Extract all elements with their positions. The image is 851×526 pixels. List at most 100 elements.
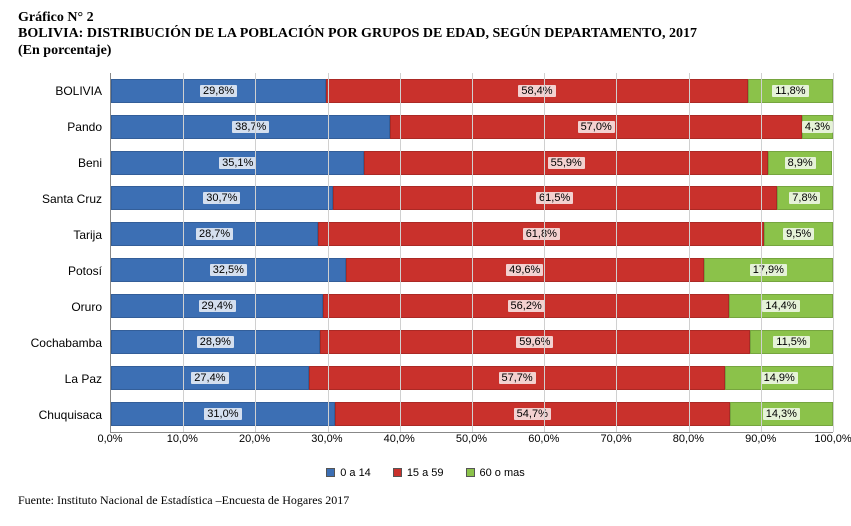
- bar-segment: 31,0%: [111, 402, 335, 426]
- bar-row: 30,7% 61,5% 7,8%: [111, 186, 833, 210]
- bar-value-label: 57,0%: [578, 121, 615, 133]
- y-label: Tarija: [18, 220, 102, 250]
- bar-segment: 49,6%: [346, 258, 704, 282]
- legend-item: 15 a 59: [393, 467, 444, 479]
- bar-segment: 7,8%: [777, 186, 833, 210]
- bar-segment: 57,0%: [390, 115, 802, 139]
- bar-segment: 29,8%: [111, 79, 326, 103]
- bar-segment: 28,7%: [111, 222, 318, 246]
- x-tick-label: 90,0%: [745, 433, 776, 445]
- legend: 0 a 14 15 a 59 60 o mas: [18, 467, 833, 479]
- x-tick-label: 20,0%: [239, 433, 270, 445]
- bar-segment: 35,1%: [111, 151, 364, 175]
- x-tick-label: 100,0%: [814, 433, 851, 445]
- y-axis-labels: BOLIVIAPandoBeniSanta CruzTarijaPotosíOr…: [18, 73, 110, 433]
- bar-segment: 8,9%: [768, 151, 832, 175]
- bar-value-label: 55,9%: [548, 157, 585, 169]
- y-label: Beni: [18, 148, 102, 178]
- title-line-2: BOLIVIA: DISTRIBUCIÓN DE LA POBLACIÓN PO…: [18, 26, 833, 43]
- bar-value-label: 49,6%: [506, 264, 543, 276]
- bar-value-label: 11,8%: [772, 85, 808, 97]
- title-line-3: (En porcentaje): [18, 43, 833, 59]
- title-line-1: Gráfico N° 2: [18, 10, 833, 26]
- bar-value-label: 28,9%: [197, 336, 234, 348]
- legend-label: 0 a 14: [340, 467, 371, 479]
- bar-segment: 57,7%: [309, 366, 726, 390]
- x-tick-label: 70,0%: [600, 433, 631, 445]
- y-label: Pando: [18, 112, 102, 142]
- bar-segment: 56,2%: [323, 294, 729, 318]
- bar-segment: 55,9%: [364, 151, 768, 175]
- bar-row: 35,1% 55,9% 8,9%: [111, 151, 833, 175]
- bar-segment: 4,3%: [802, 115, 833, 139]
- source-text: Fuente: Instituto Nacional de Estadístic…: [18, 493, 833, 508]
- bar-value-label: 14,4%: [762, 300, 799, 312]
- bar-segment: 59,6%: [320, 330, 750, 354]
- bar-segment: 14,9%: [725, 366, 833, 390]
- bar-value-label: 57,7%: [499, 372, 536, 384]
- bar-value-label: 58,4%: [518, 85, 555, 97]
- bar-value-label: 29,4%: [199, 300, 236, 312]
- legend-swatch: [466, 468, 475, 477]
- bar-segment: 14,3%: [730, 402, 833, 426]
- bar-segment: 38,7%: [111, 115, 390, 139]
- chart-area: BOLIVIAPandoBeniSanta CruzTarijaPotosíOr…: [18, 73, 833, 433]
- bar-value-label: 9,5%: [783, 228, 814, 240]
- x-tick-label: 0,0%: [97, 433, 122, 445]
- bar-value-label: 17,9%: [750, 264, 787, 276]
- bar-value-label: 35,1%: [219, 157, 256, 169]
- legend-swatch: [326, 468, 335, 477]
- gridline: [833, 73, 834, 432]
- bar-value-label: 61,5%: [536, 192, 573, 204]
- title-block: Gráfico N° 2 BOLIVIA: DISTRIBUCIÓN DE LA…: [18, 10, 833, 59]
- bar-segment: 11,8%: [748, 79, 833, 103]
- bar-segment: 54,7%: [335, 402, 730, 426]
- bar-segment: 11,5%: [750, 330, 833, 354]
- legend-item: 60 o mas: [466, 467, 525, 479]
- x-tick-label: 60,0%: [528, 433, 559, 445]
- y-label: BOLIVIA: [18, 76, 102, 106]
- y-label: Santa Cruz: [18, 184, 102, 214]
- bar-row: 28,7% 61,8% 9,5%: [111, 222, 833, 246]
- y-label: Cochabamba: [18, 328, 102, 358]
- bar-segment: 27,4%: [111, 366, 309, 390]
- bar-value-label: 7,8%: [789, 192, 820, 204]
- bar-value-label: 28,7%: [196, 228, 233, 240]
- bar-value-label: 30,7%: [203, 192, 240, 204]
- bar-segment: 14,4%: [729, 294, 833, 318]
- bar-value-label: 31,0%: [204, 408, 241, 420]
- bar-value-label: 38,7%: [232, 121, 269, 133]
- x-tick-label: 50,0%: [456, 433, 487, 445]
- bar-value-label: 14,9%: [761, 372, 798, 384]
- bar-value-label: 27,4%: [191, 372, 228, 384]
- bar-value-label: 11,5%: [773, 336, 809, 348]
- x-tick-label: 30,0%: [311, 433, 342, 445]
- bar-value-label: 32,5%: [210, 264, 247, 276]
- legend-item: 0 a 14: [326, 467, 371, 479]
- bar-row: 28,9% 59,6% 11,5%: [111, 330, 833, 354]
- bar-segment: 30,7%: [111, 186, 333, 210]
- bar-segment: 58,4%: [326, 79, 748, 103]
- bar-value-label: 8,9%: [785, 157, 816, 169]
- bar-row: 31,0% 54,7% 14,3%: [111, 402, 833, 426]
- bar-segment: 61,5%: [333, 186, 777, 210]
- bar-segment: 32,5%: [111, 258, 346, 282]
- x-tick-label: 40,0%: [384, 433, 415, 445]
- bar-value-label: 54,7%: [514, 408, 551, 420]
- legend-label: 60 o mas: [480, 467, 525, 479]
- legend-label: 15 a 59: [407, 467, 444, 479]
- legend-swatch: [393, 468, 402, 477]
- bar-value-label: 61,8%: [523, 228, 560, 240]
- plot-area: 29,8% 58,4% 11,8% 38,7% 57,0% 4,3% 35,1% 55,9% 8…: [110, 73, 833, 433]
- bar-segment: 29,4%: [111, 294, 323, 318]
- bar-value-label: 29,8%: [200, 85, 237, 97]
- x-tick-label: 10,0%: [167, 433, 198, 445]
- bar-segment: 61,8%: [318, 222, 764, 246]
- x-tick-label: 80,0%: [673, 433, 704, 445]
- bar-row: 27,4% 57,7% 14,9%: [111, 366, 833, 390]
- bar-value-label: 59,6%: [516, 336, 553, 348]
- bar-value-label: 56,2%: [508, 300, 545, 312]
- y-label: Potosí: [18, 256, 102, 286]
- bar-row: 29,4% 56,2% 14,4%: [111, 294, 833, 318]
- bar-value-label: 4,3%: [802, 121, 833, 133]
